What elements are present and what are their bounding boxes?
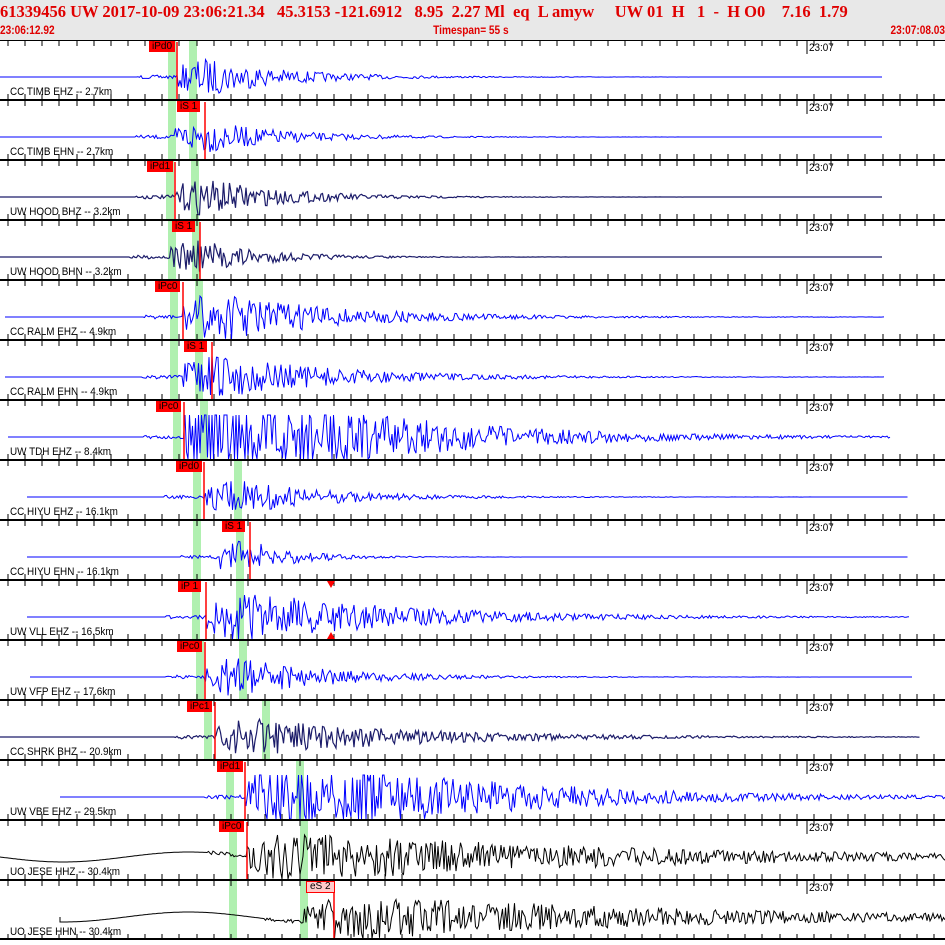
- end-time: 23:07:08.03: [890, 25, 945, 37]
- minute-label: 23:07: [809, 522, 834, 534]
- minute-label: 23:07: [809, 882, 834, 894]
- waveform-trace: [0, 180, 882, 216]
- waveform-trace: [0, 717, 920, 754]
- waveform-canvas[interactable]: [0, 39, 945, 940]
- predicted-arrival-band: [239, 640, 247, 700]
- minute-label: 23:07: [809, 42, 834, 54]
- predicted-arrival-band: [296, 760, 304, 820]
- waveform-trace: [5, 294, 885, 340]
- predicted-arrival-band: [196, 640, 204, 700]
- waveform-trace: [0, 240, 882, 272]
- waveform-trace: [59, 898, 945, 940]
- phase-pick-label[interactable]: iS 1: [177, 101, 201, 112]
- minute-label: 23:07: [809, 822, 834, 834]
- phase-pick-label[interactable]: iPc0: [219, 821, 245, 832]
- waveform-trace: [27, 594, 910, 640]
- channel-label: CC RALM EHZ -- 4.9km: [10, 326, 117, 338]
- predicted-arrival-band: [200, 400, 208, 460]
- channel-label: CC TIMB EHN -- 2.7km: [10, 146, 114, 158]
- phase-pick-label[interactable]: iPc0: [156, 401, 182, 412]
- predicted-arrival-band: [193, 520, 201, 580]
- channel-label: UW VBE EHZ -- 29.5km: [10, 806, 117, 818]
- predicted-arrival-band: [170, 280, 178, 340]
- predicted-arrival-band: [170, 340, 178, 400]
- timespan: Timespan= 55 s: [433, 25, 509, 37]
- phase-pick-label[interactable]: iPc1: [187, 701, 213, 712]
- start-time: 23:06:12.92: [0, 25, 55, 37]
- channel-label: UW TDH EHZ -- 8.4km: [10, 446, 112, 458]
- predicted-arrival-band: [300, 820, 308, 880]
- minute-label: 23:07: [809, 102, 834, 114]
- predicted-arrival-band: [234, 460, 242, 520]
- predicted-arrival-band: [204, 700, 212, 760]
- phase-pick-label[interactable]: iS 1: [184, 341, 208, 352]
- event-header: 61339456 UW 2017-10-09 23:06:21.34 45.31…: [0, 0, 945, 40]
- phase-pick-label[interactable]: iPd0: [176, 461, 203, 472]
- minute-label: 23:07: [809, 762, 834, 774]
- waveform-trace: [0, 125, 882, 152]
- channel-label: UO JESE HHZ -- 30.4km: [10, 866, 121, 878]
- predicted-arrival-band: [193, 460, 201, 520]
- phase-pick-label[interactable]: iS 1: [222, 521, 246, 532]
- channel-label: CC HIYU EHN -- 16.1km: [10, 566, 119, 578]
- minute-label: 23:07: [809, 402, 834, 414]
- phase-pick-label[interactable]: iS 1: [172, 221, 196, 232]
- phase-pick-label[interactable]: iPc0: [177, 641, 203, 652]
- event-summary: 61339456 UW 2017-10-09 23:06:21.34 45.31…: [0, 2, 848, 21]
- phase-pick-label[interactable]: iPd1: [147, 161, 174, 172]
- minute-label: 23:07: [809, 702, 834, 714]
- predicted-arrival-band: [166, 160, 174, 220]
- predicted-arrival-band: [236, 520, 244, 580]
- predicted-arrival-band: [168, 100, 176, 160]
- phase-pick-label[interactable]: iPd0: [149, 41, 176, 52]
- amplitude-marker-icon: [327, 632, 335, 639]
- waveform-trace: [30, 658, 912, 696]
- minute-label: 23:07: [809, 642, 834, 654]
- phase-pick-label[interactable]: iPc0: [155, 281, 181, 292]
- phase-pick-label[interactable]: iP 1: [178, 581, 202, 592]
- minute-label: 23:07: [809, 342, 834, 354]
- channel-label: UO JESE HHN -- 30.4km: [10, 926, 122, 938]
- amplitude-marker-icon: [327, 581, 335, 588]
- channel-label: CC TIMB EHZ -- 2.7km: [10, 86, 113, 98]
- minute-label: 23:07: [809, 582, 834, 594]
- channel-label: UW HOOD BHZ -- 3.2km: [10, 206, 121, 218]
- seismogram-panel[interactable]: [0, 39, 945, 945]
- minute-label: 23:07: [809, 162, 834, 174]
- channel-label: CC HIYU EHZ -- 16.1km: [10, 506, 118, 518]
- minute-label: 23:07: [809, 282, 834, 294]
- predicted-arrival-band: [226, 760, 234, 820]
- waveform-trace: [8, 414, 891, 461]
- waveform-trace: [0, 57, 882, 95]
- waveform-trace: [60, 774, 945, 820]
- channel-label: CC RALM EHN -- 4.9km: [10, 386, 118, 398]
- predicted-arrival-band: [192, 580, 200, 640]
- channel-label: UW HOOD BHN -- 3.2km: [10, 266, 122, 278]
- predicted-arrival-band: [173, 400, 181, 460]
- predicted-arrival-band: [192, 220, 200, 280]
- predicted-arrival-band: [168, 40, 176, 100]
- predicted-arrival-band: [189, 40, 197, 100]
- predicted-arrival-band: [262, 700, 270, 760]
- waveform-trace: [0, 833, 945, 880]
- predicted-arrival-band: [229, 820, 237, 880]
- waveform-trace: [27, 540, 908, 570]
- channel-label: UW VFP EHZ -- 17.6km: [10, 686, 116, 698]
- waveform-trace: [5, 355, 885, 396]
- minute-label: 23:07: [809, 222, 834, 234]
- phase-pick-label[interactable]: iPd1: [217, 761, 244, 772]
- phase-pick-label[interactable]: eS 2: [306, 881, 335, 893]
- minute-label: 23:07: [809, 462, 834, 474]
- channel-label: CC SHRK BHZ -- 20.9km: [10, 746, 122, 758]
- predicted-arrival-band: [229, 880, 237, 940]
- channel-label: UW VLL EHZ -- 16.5km: [10, 626, 114, 638]
- waveform-trace: [27, 481, 908, 511]
